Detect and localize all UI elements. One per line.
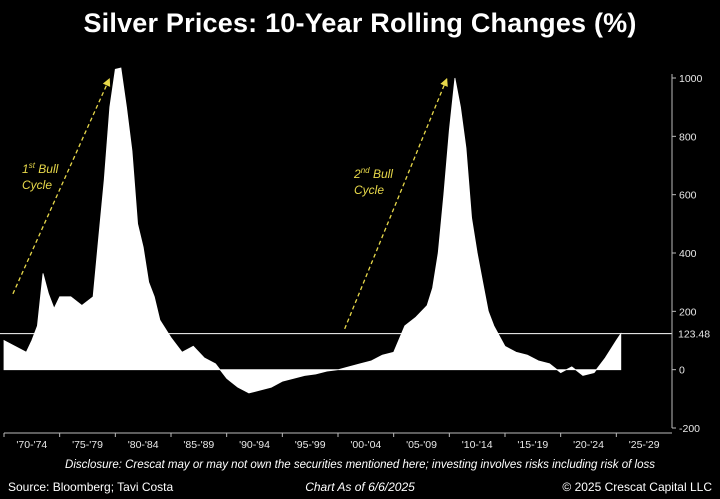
first-bull-cycle-label: 1st Bull Cycle <box>22 158 58 193</box>
bull-cycle-arrow-line <box>344 77 448 330</box>
series-area <box>3 67 622 394</box>
bull-cycle-arrowhead <box>440 78 448 87</box>
y-tick-label: 400 <box>679 248 697 260</box>
reference-line-layer: 123.48 <box>0 329 710 341</box>
y-tick-label: 800 <box>679 131 697 143</box>
x-tick-label: '80-'84 <box>128 439 159 451</box>
x-tick-label: '10-'14 <box>462 439 493 451</box>
chart-title: Silver Prices: 10-Year Rolling Changes (… <box>83 8 637 38</box>
second-bull-cycle-num: 2 <box>354 167 361 181</box>
x-tick-label: '15-'19 <box>517 439 548 451</box>
x-tick-label: '20-'24 <box>573 439 604 451</box>
x-tick-label: '90-'94 <box>239 439 270 451</box>
axis-layer: 1000 800 600 400 200 0 -200 '70-'74 '75-'79 '80-'… <box>3 73 703 451</box>
y-tick-label: 0 <box>679 365 685 377</box>
first-bull-cycle-num: 1 <box>22 162 29 176</box>
arrow-layer <box>12 77 448 330</box>
x-tick-label: '95-'99 <box>295 439 326 451</box>
x-tick-label: '25-'29 <box>629 439 660 451</box>
second-bull-cycle-line1: Bull <box>372 167 393 181</box>
first-bull-cycle-line2: Cycle <box>22 178 53 192</box>
x-tick-label: '05-'09 <box>406 439 437 451</box>
second-bull-cycle-line2: Cycle <box>354 183 385 197</box>
y-tick-label: -200 <box>679 423 700 435</box>
x-tick-label: '00-'04 <box>350 439 381 451</box>
reference-line-label: 123.48 <box>678 329 710 341</box>
first-bull-cycle-sup: st <box>28 161 35 170</box>
bull-cycle-arrow-line <box>12 77 111 295</box>
area-layer <box>3 67 622 394</box>
bull-cycle-arrowhead <box>102 78 111 87</box>
x-tick-label: '70-'74 <box>16 439 47 451</box>
disclosure-text: Disclosure: Crescat may or may not own t… <box>65 459 655 471</box>
first-bull-cycle-line1: Bull <box>38 162 59 176</box>
y-tick-label: 200 <box>679 306 697 318</box>
copyright-text: © 2025 Crescat Capital LLC <box>562 480 712 494</box>
y-tick-label: 1000 <box>679 73 703 85</box>
as-of-text: Chart As of 6/6/2025 <box>305 480 415 494</box>
x-tick-label: '75-'79 <box>72 439 103 451</box>
second-bull-cycle-label: 2nd Bull Cycle <box>354 163 393 198</box>
second-bull-cycle-sup: nd <box>360 166 370 175</box>
source-text: Source: Bloomberg; Tavi Costa <box>8 480 174 494</box>
y-tick-label: 600 <box>679 190 697 202</box>
x-tick-label: '85-'89 <box>183 439 214 451</box>
